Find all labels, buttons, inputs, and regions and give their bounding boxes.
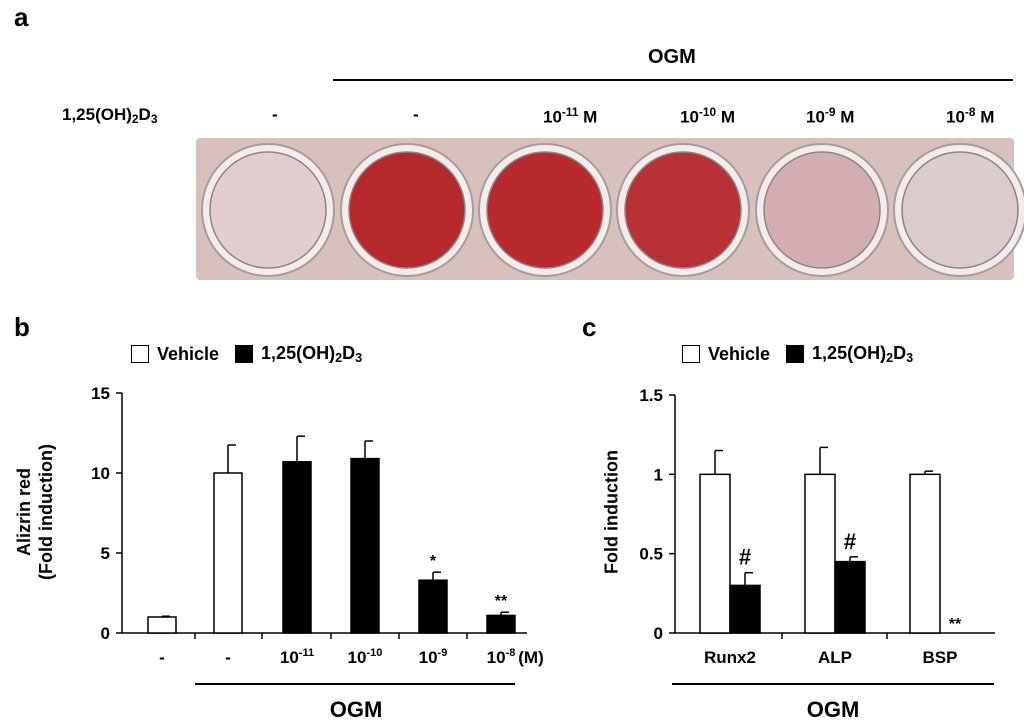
well-stain — [901, 151, 1019, 269]
panel-c-legend: Vehicle 1,25(OH)2D3 — [682, 343, 929, 365]
x-tick-label: 10-8 — [487, 647, 516, 667]
ogm-label: OGM — [807, 697, 860, 722]
y-tick-label: 0 — [654, 624, 663, 643]
bar — [418, 579, 448, 634]
ogm-label: OGM — [330, 697, 383, 722]
bar — [729, 584, 761, 634]
wells — [201, 143, 1024, 277]
x-tick-label: Runx2 — [704, 648, 756, 667]
chart-b: 0 5 10 15 - - 10-11 10-10 * 10-9 ** 10-8 (M) OGM — [91, 384, 544, 722]
x-tick-label: - — [225, 648, 231, 667]
well-stain — [763, 151, 881, 269]
well-stain — [348, 151, 466, 269]
bar — [213, 472, 243, 634]
panel-a-ogm-line — [333, 79, 1013, 81]
legend-c-treated-label: 1,25(OH)2D3 — [812, 343, 914, 366]
legend-c-treated-swatch — [786, 345, 805, 364]
significance-mark: # — [739, 545, 751, 570]
bar — [909, 473, 941, 634]
treatment-label: - — [413, 105, 419, 124]
treatment-label: - — [272, 105, 278, 124]
panel-a-label: a — [14, 2, 29, 32]
y-tick-label: 1 — [654, 465, 663, 484]
treatment-label: 10-11 M — [543, 105, 598, 127]
panel-b-label: b — [14, 312, 30, 342]
well-stain — [209, 151, 327, 269]
bar — [147, 616, 177, 634]
legend-treated-swatch — [235, 345, 254, 364]
panel-c-label: c — [582, 312, 597, 342]
bar — [834, 560, 866, 634]
legend-c-vehicle-swatch — [682, 345, 700, 364]
well-stain — [486, 151, 604, 269]
bar — [282, 461, 312, 634]
panel-a-ogm-label: OGM — [648, 46, 696, 68]
well-stain — [624, 151, 742, 269]
legend-treated-label: 1,25(OH)2D3 — [261, 343, 363, 366]
y-tick-label: 0 — [101, 624, 110, 643]
treatment-label: 10-8 M — [946, 105, 995, 127]
treatment-label: 10-9 M — [806, 105, 855, 127]
bar — [486, 614, 516, 634]
panel-b-legend: Vehicle 1,25(OH)2D3 — [131, 343, 378, 365]
unit-label: (M) — [518, 648, 543, 667]
x-tick-label: 10-10 — [348, 647, 383, 667]
y-tick-label: 15 — [91, 384, 110, 403]
y-tick-label: 0.5 — [639, 545, 663, 564]
significance-mark: ** — [495, 593, 508, 610]
x-tick-label: ALP — [818, 648, 852, 667]
legend-vehicle-swatch — [131, 345, 149, 364]
x-tick-label: BSP — [923, 648, 958, 667]
x-tick-label: 10-11 — [280, 647, 314, 667]
y-tick-label: 5 — [101, 544, 110, 563]
y-tick-label: 10 — [91, 464, 110, 483]
bar — [350, 457, 380, 634]
x-tick-label: - — [159, 648, 165, 667]
legend-vehicle-label: Vehicle — [157, 343, 220, 364]
treatment-label: 10-10 M — [680, 105, 735, 127]
significance-mark: * — [430, 553, 437, 570]
y-tick-label: 1.5 — [639, 386, 663, 405]
significance-mark: ** — [949, 616, 962, 633]
bar — [699, 473, 731, 634]
panel-a-row-label: 1,25(OH)2D3 — [62, 105, 158, 126]
significance-mark: # — [844, 529, 856, 554]
x-tick-label: 10-9 — [419, 647, 448, 667]
legend-c-vehicle-label: Vehicle — [708, 343, 771, 364]
chart-c: 0 0.5 1 1.5 # Runx2 # ALP ** BSP OGM — [639, 386, 995, 722]
bar — [804, 473, 836, 634]
